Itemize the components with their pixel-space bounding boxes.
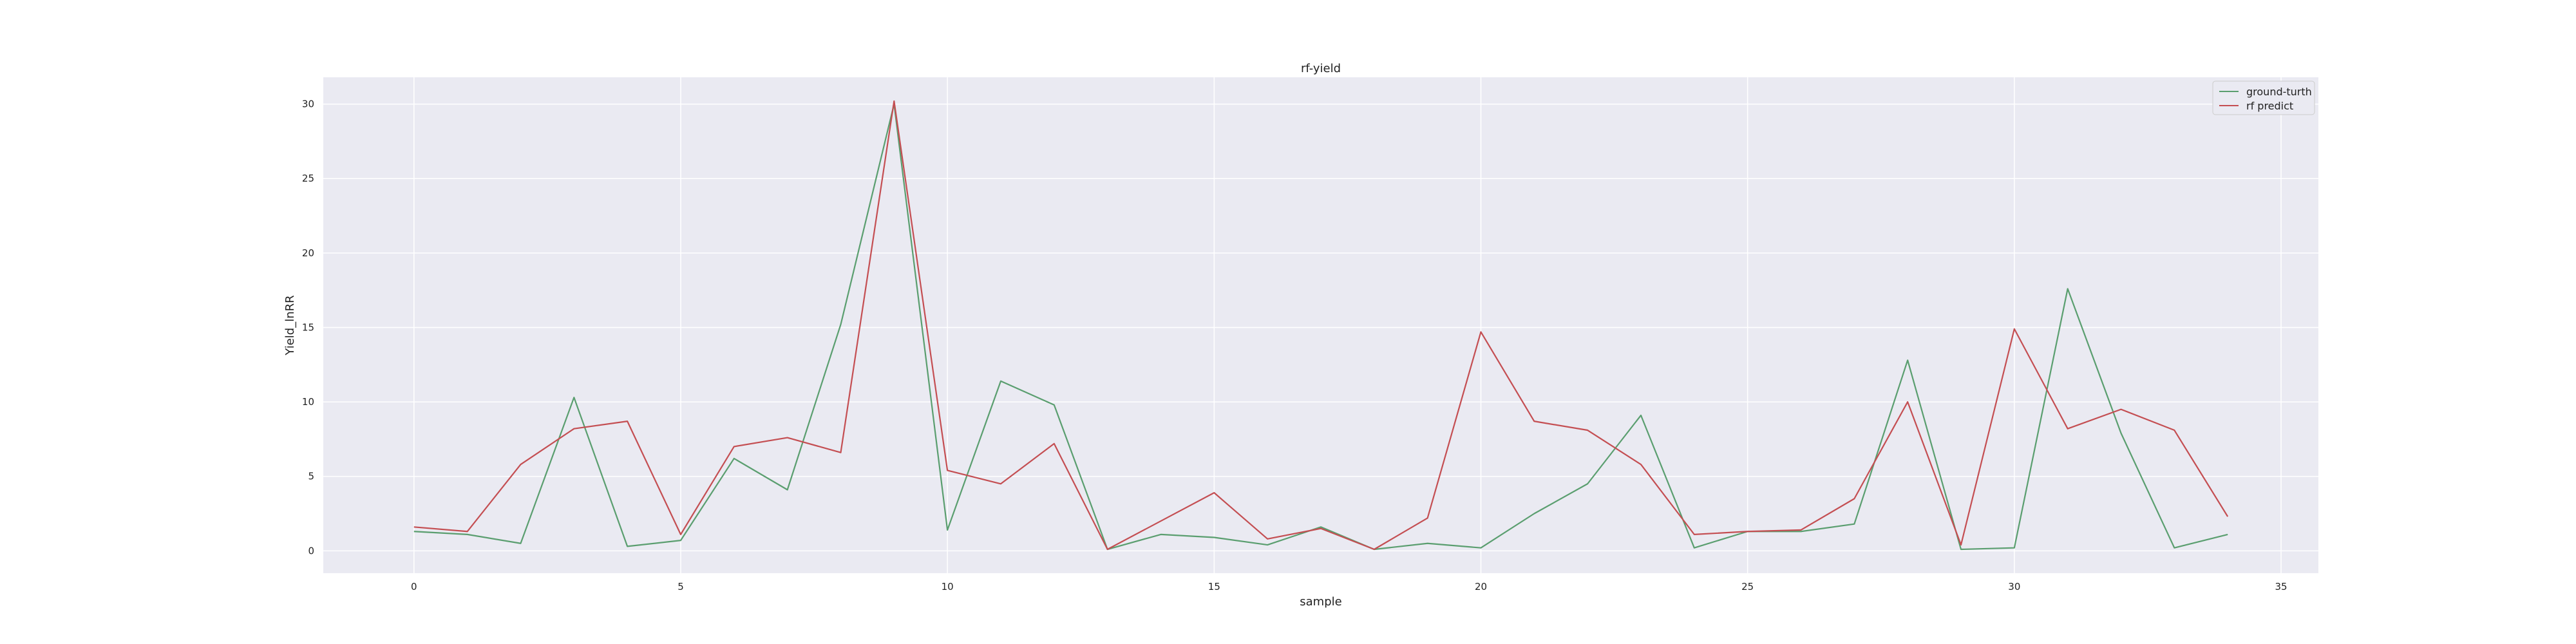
x-axis-label: sample [1300,595,1341,609]
series-line-rf-predict [413,100,2229,551]
y-tick-label: 25 [302,173,314,184]
y-tick-label: 5 [308,471,314,482]
y-axis-label: Yield_lnRR [283,295,297,355]
y-tick-label: 30 [302,99,314,110]
x-tick-label: 30 [2008,581,2020,592]
legend-label-ground-turth: ground-turth [2246,86,2312,98]
y-tick-label: 15 [302,321,314,333]
y-tick-labels: 0 5 10 15 20 25 30 [302,99,314,557]
x-tick-label: 10 [942,581,954,592]
legend: ground-turth rf predict [2212,80,2315,115]
series-lines [413,100,2229,551]
legend-label-rf-predict: rf predict [2246,100,2293,112]
y-tick-label: 0 [308,545,314,556]
x-tick-label: 5 [677,581,684,592]
x-tick-labels: 0 5 10 15 20 25 30 35 [411,581,2287,592]
x-tick-label: 20 [1475,581,1487,592]
x-tick-label: 0 [411,581,417,592]
plot-background [323,77,2318,573]
x-tick-label: 35 [2275,581,2287,592]
x-tick-label: 25 [1741,581,1754,592]
y-tick-label: 10 [302,396,314,408]
chart-title: rf-yield [1301,62,1341,75]
x-tick-label: 15 [1208,581,1220,592]
series-line-ground-turth [413,103,2228,551]
grid [323,77,2318,573]
y-tick-label: 20 [302,247,314,259]
